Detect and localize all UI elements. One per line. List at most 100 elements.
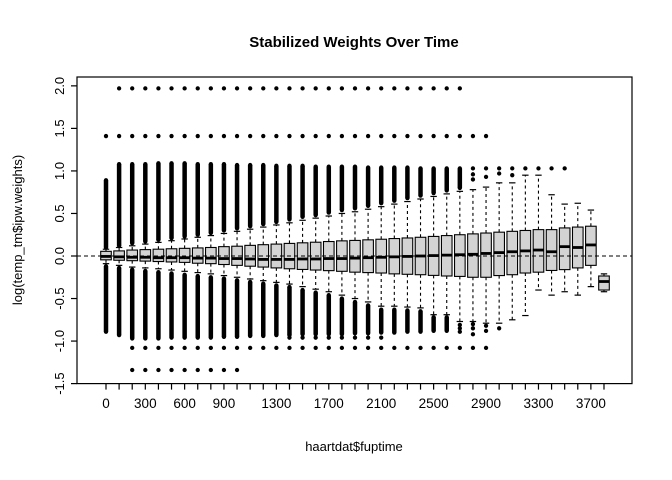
outlier-row-dot	[365, 133, 371, 139]
outlier-dot	[365, 165, 371, 170]
outlier-dot	[116, 243, 122, 248]
outlier-dot	[418, 193, 423, 198]
outlier-row-dot	[352, 345, 358, 351]
outlier-row-dot	[444, 345, 449, 351]
outlier-dot	[103, 264, 109, 269]
outlier-dot	[444, 188, 449, 193]
outlier-dot	[457, 322, 462, 328]
outlier-dot	[143, 336, 148, 341]
outlier-dot	[169, 235, 174, 241]
outlier-row-dot	[143, 86, 148, 91]
outlier-row-dot	[248, 86, 253, 91]
outlier-dot	[365, 331, 371, 336]
outlier-dot	[392, 330, 397, 335]
outlier-row-dot	[313, 86, 318, 91]
outlier-dot	[116, 265, 122, 271]
outlier-dot	[313, 290, 318, 295]
outlier-row-dot	[195, 133, 200, 139]
outlier-dot	[313, 335, 318, 340]
outlier-row-dot	[143, 345, 148, 351]
outlier-dot	[483, 323, 489, 328]
outlier-row-dot	[156, 345, 161, 351]
outlier-dot	[562, 166, 567, 171]
outlier-dot	[234, 226, 240, 231]
outlier-dot	[195, 273, 200, 279]
outlier-dot	[392, 307, 397, 312]
outlier-dot	[300, 214, 305, 220]
outlier-dot	[497, 326, 502, 331]
outlier-dot	[405, 308, 410, 313]
outlier-row-dot	[379, 345, 384, 351]
outlier-dot	[418, 166, 423, 171]
boxplot-box	[165, 248, 178, 263]
outlier-dot	[431, 315, 436, 320]
outlier-dot	[103, 245, 109, 250]
outlier-row-dot	[300, 133, 305, 139]
outlier-dot	[497, 171, 502, 176]
outlier-row-dot	[339, 345, 345, 351]
outlier-dot	[221, 161, 227, 167]
outlier-dot	[274, 283, 279, 288]
outlier-row-dot	[287, 133, 292, 139]
outlier-dot	[352, 331, 358, 336]
outlier-row-dot	[116, 133, 122, 139]
outlier-dot	[470, 326, 476, 331]
outlier-dot	[130, 241, 135, 246]
outlier-dot	[182, 272, 187, 277]
x-tick-label: 0	[102, 396, 110, 411]
outlier-dot	[169, 335, 174, 340]
outlier-row-dot	[234, 367, 240, 373]
outlier-row-dot	[444, 86, 449, 91]
outlier-row-dot	[248, 133, 253, 139]
outlier-dot	[497, 166, 502, 171]
outlier-row-dot	[182, 345, 187, 351]
outlier-dot	[300, 332, 305, 337]
boxplot-box	[178, 247, 191, 263]
outlier-row-dot	[431, 345, 436, 351]
outlier-dot	[339, 332, 345, 337]
outlier-row-dot	[103, 133, 109, 139]
outlier-row-dot	[313, 133, 318, 139]
outlier-dot	[274, 163, 279, 168]
outlier-row-dot	[287, 345, 292, 351]
outlier-row-dot	[208, 133, 213, 139]
outlier-dot	[444, 166, 449, 171]
outlier-row-dot	[444, 133, 449, 139]
outlier-row-dot	[431, 133, 436, 139]
outlier-dot	[313, 164, 318, 169]
outlier-dot	[313, 213, 318, 218]
x-tick-label: 2500	[419, 396, 449, 411]
outlier-dot	[261, 333, 266, 339]
outlier-dot	[339, 207, 345, 213]
outlier-row-dot	[182, 86, 187, 91]
outlier-dot	[379, 165, 384, 170]
outlier-dot	[116, 161, 122, 167]
outlier-row-dot	[208, 345, 213, 351]
y-tick-label: 2.0	[52, 77, 67, 95]
outlier-dot	[418, 329, 423, 334]
outlier-dot	[287, 284, 292, 290]
outlier-dot	[483, 166, 489, 171]
outlier-dot	[418, 309, 423, 314]
chart-title: Stabilized Weights Over Time	[249, 34, 459, 51]
outlier-row-dot	[392, 86, 397, 91]
y-tick-label: -1.5	[52, 372, 67, 394]
outlier-row-dot	[405, 133, 410, 139]
outlier-row-dot	[300, 345, 305, 351]
outlier-dot	[130, 267, 135, 272]
outlier-row-dot	[379, 86, 384, 91]
boxplot-box	[545, 229, 558, 272]
outlier-row-dot	[221, 367, 227, 373]
x-tick-label: 600	[173, 396, 196, 411]
outlier-dot	[208, 161, 213, 167]
outlier-dot	[405, 196, 410, 201]
plot-content: -1.5 -1.0 -0.5 0.0 0.5 1.0 1.5 2.0 0 300 600 900 130…	[52, 76, 633, 411]
outlier-dot	[379, 335, 384, 340]
outlier-dot	[208, 230, 213, 236]
outlier-dot	[431, 328, 436, 334]
outlier-dot	[444, 315, 449, 320]
outlier-dot	[130, 161, 135, 167]
outlier-dot	[248, 279, 253, 285]
outlier-dot	[470, 332, 476, 337]
